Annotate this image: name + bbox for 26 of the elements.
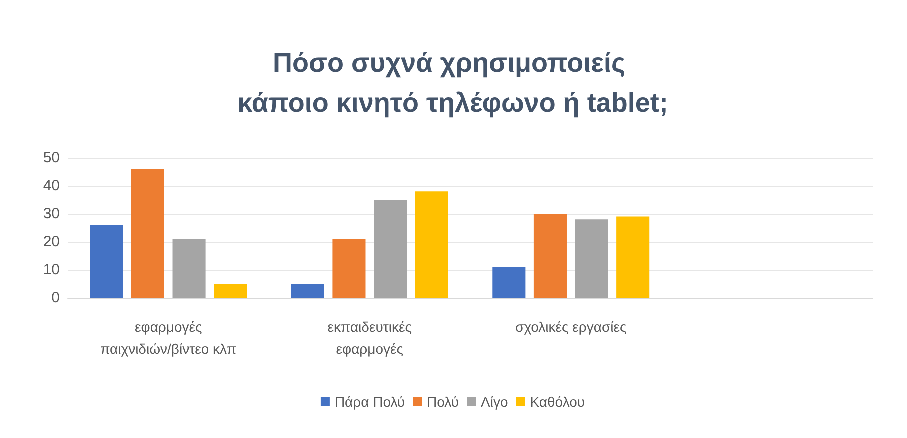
bar (214, 284, 248, 298)
bar (575, 220, 608, 298)
bar (332, 239, 366, 298)
bar (374, 200, 408, 298)
bar (90, 225, 124, 298)
bar (534, 214, 567, 298)
chart-title: Πόσο συχνά χρησιμοποιείς κάποιο κινητό τηλέφωνο ή tablet; (238, 48, 668, 118)
legend-label: Πάρα Πολύ (334, 394, 406, 410)
x-tick-label: εφαρμογές παιχνιδιών/βίντεο κλπ (100, 319, 238, 357)
y-tick-label: 0 (52, 290, 60, 306)
y-tick-label: 40 (43, 178, 60, 194)
y-tick-label: 20 (43, 234, 60, 250)
y-tick-label: 50 (43, 150, 60, 166)
legend-label: Πολύ (427, 394, 460, 410)
y-tick-label: 30 (43, 206, 60, 222)
x-tick-label: εκπαιδευτικές εφαρμογές (328, 319, 412, 357)
bar (492, 267, 526, 298)
legend-label: Καθόλου (530, 394, 586, 410)
legend-label: Λίγο (481, 394, 508, 410)
bar (291, 284, 324, 298)
bar (172, 239, 206, 298)
y-tick-label: 10 (43, 262, 60, 278)
bar (131, 169, 164, 298)
bar (415, 192, 448, 298)
bar (616, 216, 650, 298)
x-tick-label: σχολικές εργασίες (516, 319, 627, 335)
